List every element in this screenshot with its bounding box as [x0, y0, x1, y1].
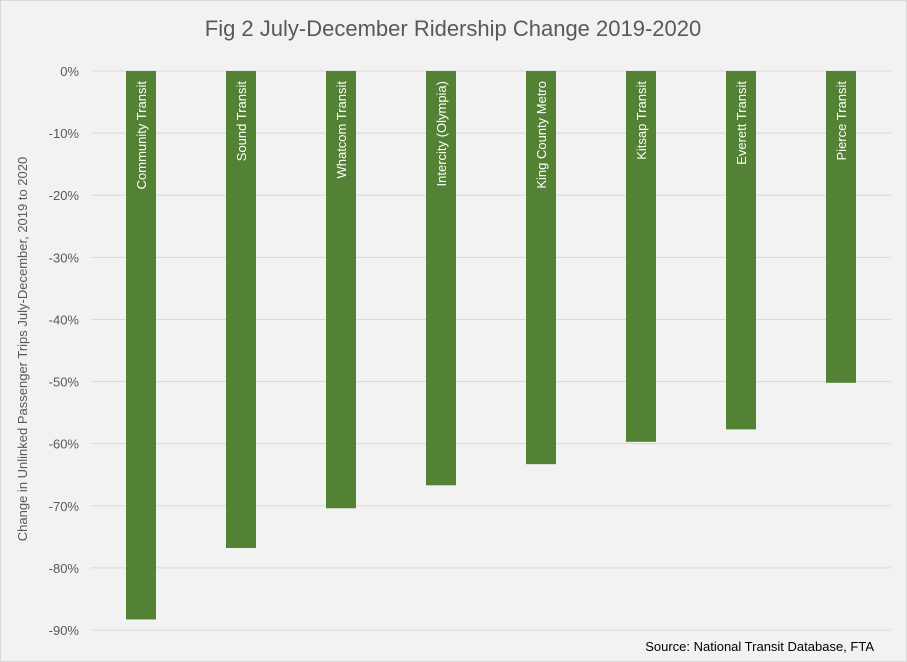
y-tick-label: -10% — [49, 126, 80, 141]
bar-category-label: Intercity (Olympia) — [434, 81, 449, 186]
y-tick-label: -40% — [49, 312, 80, 327]
y-tick-label: -70% — [49, 499, 80, 514]
bar — [226, 71, 256, 549]
source-note: Source: National Transit Database, FTA — [645, 639, 874, 654]
y-axis-title: Change in Unlinked Passenger Trips July-… — [15, 157, 30, 541]
bar — [826, 71, 856, 383]
bar-category-label: Pierce Transit — [834, 81, 849, 161]
y-tick-label: 0% — [60, 64, 79, 79]
y-tick-label: -30% — [49, 250, 80, 265]
y-tick-label: -60% — [49, 437, 80, 452]
bar — [126, 71, 156, 620]
y-axis-ticks: 0% -10% -20% -30% -40% -50% -60% -70% -80% -90% — [49, 64, 80, 638]
bar-category-label: King County Metro — [534, 81, 549, 189]
bar — [526, 71, 556, 465]
bars: Community Transit Sound Transit Whatcom Tr… — [126, 71, 856, 620]
y-tick-label: -50% — [49, 375, 80, 390]
bar — [626, 71, 656, 442]
y-tick-label: -90% — [49, 623, 80, 638]
gridlines — [91, 70, 891, 631]
y-tick-label: -80% — [49, 561, 80, 576]
bar-category-label: Kitsap Transit — [634, 81, 649, 160]
bar — [426, 71, 456, 486]
chart-title: Fig 2 July-December Ridership Change 201… — [205, 16, 702, 41]
bar — [326, 71, 356, 509]
bar-category-label: Everett Transit — [734, 81, 749, 165]
bar-category-label: Community Transit — [134, 81, 149, 190]
y-tick-label: -20% — [49, 188, 80, 203]
bar — [726, 71, 756, 430]
bar-category-label: Whatcom Transit — [334, 81, 349, 179]
bar-category-label: Sound Transit — [234, 81, 249, 162]
